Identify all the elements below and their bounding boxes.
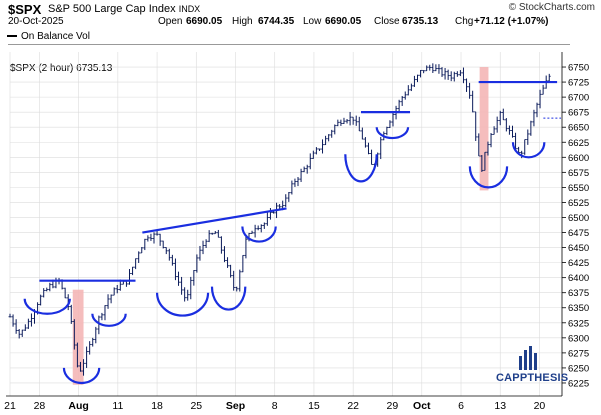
ohlc-bars — [8, 63, 551, 376]
chart-header: $SPX S&P 500 Large Cap Index INDX 20-Oct… — [0, 0, 601, 28]
y-tick-label: 6725 — [568, 78, 589, 89]
high-label: High — [232, 16, 253, 27]
resistance-line — [142, 207, 287, 234]
y-tick-label: 6250 — [568, 363, 589, 374]
cup-arc — [375, 127, 410, 140]
x-tick-label: 21 — [4, 400, 16, 412]
y-tick-label: 6750 — [568, 63, 589, 74]
logo-bar-1 — [519, 356, 522, 370]
legend-line-icon — [7, 35, 17, 38]
y-tick-label: 6350 — [568, 303, 589, 314]
close-value: 6735.13 — [402, 16, 439, 27]
cup-arc — [155, 292, 210, 317]
exchange-code: INDX — [178, 4, 201, 14]
x-tick-label: 11 — [112, 400, 123, 412]
cup-arc — [468, 166, 509, 189]
y-tick-label: 6475 — [568, 228, 589, 239]
open-value: 6690.05 — [186, 16, 223, 27]
highlight-bands — [72, 67, 489, 385]
indicator-label: On Balance Vol — [21, 31, 90, 42]
stockcharts-watermark: © StockCharts.com — [508, 2, 595, 13]
y-tick-label: 6300 — [568, 333, 589, 344]
x-tick-label: 13 — [494, 400, 506, 412]
index-name: S&P 500 Large Cap Index INDX — [48, 3, 200, 15]
logo-text: CAPPTHESIS — [496, 372, 569, 384]
logo-bar-2 — [524, 350, 527, 370]
x-tick-label: Sep — [226, 400, 245, 412]
cup-arc — [344, 154, 378, 183]
close-label: Close — [374, 16, 400, 27]
cup-arc — [23, 298, 71, 315]
chg-label: Chg — [455, 16, 474, 27]
y-tick-label: 6675 — [568, 108, 589, 119]
y-tick-label: 6400 — [568, 273, 589, 284]
chart-date: 20-Oct-2025 — [8, 16, 64, 27]
x-tick-label: 29 — [387, 400, 399, 412]
x-tick-label: 6 — [458, 400, 464, 412]
low-label: Low — [303, 16, 322, 27]
x-tick-label: 8 — [272, 400, 278, 412]
y-tick-label: 6325 — [568, 318, 589, 329]
x-tick-label: 20 — [534, 400, 546, 412]
y-tick-label: 6225 — [568, 378, 589, 389]
logo-bar-4 — [534, 353, 537, 370]
y-tick-label: 6625 — [568, 138, 589, 149]
x-tick-label: Aug — [68, 400, 88, 412]
highlight-band — [72, 289, 84, 385]
x-tick-label: 25 — [190, 400, 202, 412]
y-tick-label: 6650 — [568, 123, 589, 134]
y-axis: 6225 6250 6275 6300 6325 6350 6375 6400 6425 6450… — [561, 52, 589, 396]
x-tick-label: 28 — [34, 400, 46, 412]
capp-logo — [519, 346, 537, 370]
y-tick-label: 6575 — [568, 168, 589, 179]
cup-arc — [511, 142, 546, 159]
grid — [9, 52, 562, 396]
index-title: S&P 500 Large Cap Index — [48, 3, 176, 15]
x-tick-label: 15 — [308, 400, 320, 412]
symbol: $SPX — [8, 2, 42, 17]
x-tick-label: 18 — [151, 400, 163, 412]
indicator-legend: On Balance Vol — [7, 31, 90, 42]
y-tick-label: 6525 — [568, 198, 589, 209]
x-tick-label: 22 — [347, 400, 359, 412]
chart-top-divider — [8, 44, 570, 45]
y-tick-label: 6425 — [568, 258, 589, 269]
y-tick-label: 6500 — [568, 213, 589, 224]
y-tick-label: 6700 — [568, 93, 589, 104]
y-tick-label: 6600 — [568, 153, 589, 164]
chg-value: +71.12 (+1.07%) — [474, 16, 549, 27]
cup-arc — [241, 226, 277, 243]
cup-patterns — [23, 127, 546, 385]
cup-arc — [62, 367, 101, 385]
y-tick-label: 6375 — [568, 288, 589, 299]
trend-lines — [39, 80, 562, 282]
x-tick-label: Oct — [413, 400, 431, 412]
open-label: Open — [158, 16, 183, 27]
high-value: 6744.35 — [258, 16, 295, 27]
cup-arc — [210, 286, 247, 311]
cup-arc — [91, 313, 127, 327]
logo-bar-3 — [529, 346, 532, 370]
y-tick-label: 6275 — [568, 348, 589, 359]
y-tick-label: 6550 — [568, 183, 589, 194]
price-label: $SPX (2 hour) 6735.13 — [10, 63, 113, 74]
low-value: 6690.05 — [325, 16, 362, 27]
highlight-band — [479, 67, 489, 191]
y-tick-label: 6450 — [568, 243, 589, 254]
x-axis: 21 28 Aug 11 18 25 Sep 8 15 22 29 Oct 6 13 20 — [4, 395, 562, 412]
